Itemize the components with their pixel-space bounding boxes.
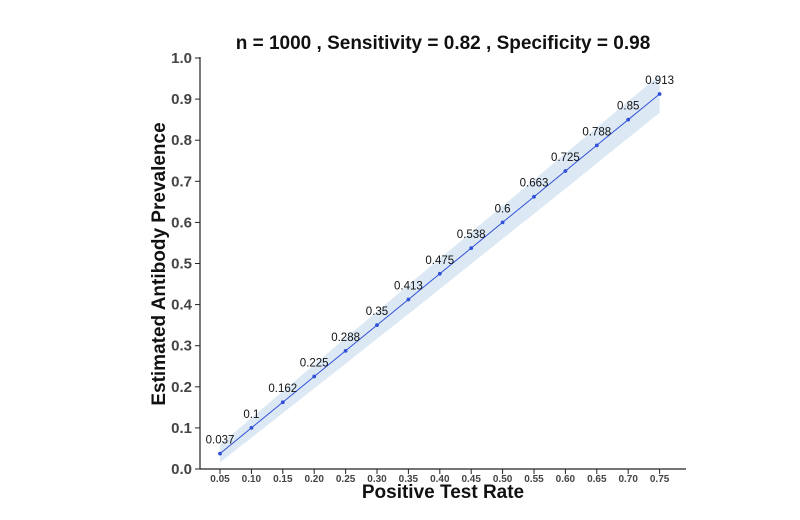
x-ticks: 0.05 0.10 0.15 0.20 0.25 0.30 0.35 0.40 0.45 0.50… xyxy=(210,469,670,485)
x-tick-label: 0.25 xyxy=(336,474,356,485)
data-point xyxy=(469,246,474,250)
data-point xyxy=(437,271,442,276)
data-label: 0.6 xyxy=(495,203,511,215)
data-point xyxy=(375,323,379,328)
data-point xyxy=(406,297,411,302)
data-label: 0.85 xyxy=(617,101,639,113)
data-point xyxy=(249,426,254,430)
y-tick-label: 0.6 xyxy=(171,214,192,231)
y-tick-label: 0.1 xyxy=(171,420,192,437)
x-tick-label: 0.75 xyxy=(650,474,670,485)
y-tick-label: 0.4 xyxy=(171,297,193,314)
y-tick-label: 0.0 xyxy=(171,461,192,478)
data-label: 0.413 xyxy=(394,280,423,292)
y-tick-label: 0.9 xyxy=(171,91,192,108)
data-point xyxy=(626,117,631,122)
x-tick-label: 0.65 xyxy=(587,474,607,485)
y-ticks: 0.0 0.1 0.2 0.3 0.4 0.5 0.6 0.7 0.8 0.9 1.0 xyxy=(171,50,200,478)
confidence-band xyxy=(220,75,660,463)
y-tick-label: 0.2 xyxy=(171,379,192,396)
x-tick-label: 0.40 xyxy=(430,474,450,485)
data-point xyxy=(218,451,222,456)
data-label: 0.475 xyxy=(425,255,454,267)
x-tick-label: 0.55 xyxy=(524,474,544,485)
data-label: 0.35 xyxy=(366,306,388,318)
y-tick-label: 0.3 xyxy=(171,338,192,355)
data-point xyxy=(563,169,568,173)
x-tick-label: 0.20 xyxy=(304,474,324,485)
x-tick-label: 0.35 xyxy=(399,474,419,485)
y-tick-label: 0.5 xyxy=(171,256,192,273)
x-tick-label: 0.70 xyxy=(618,474,638,485)
data-label: 0.225 xyxy=(300,358,329,370)
data-label: 0.788 xyxy=(582,126,611,138)
x-tick-label: 0.10 xyxy=(242,474,262,485)
y-tick-label: 0.7 xyxy=(171,173,192,190)
data-label: 0.162 xyxy=(268,383,297,395)
data-label: 0.725 xyxy=(551,152,580,164)
x-tick-label: 0.05 xyxy=(210,474,230,485)
y-axis-title: Estimated Antibody Prevalence xyxy=(149,122,170,405)
confidence-band-layer xyxy=(220,75,660,463)
data-point xyxy=(500,220,505,225)
data-point xyxy=(343,348,348,353)
data-label: 0.037 xyxy=(206,435,235,447)
y-tick-label: 1.0 xyxy=(171,50,192,67)
x-tick-label: 0.15 xyxy=(273,474,293,485)
data-label: 0.663 xyxy=(520,178,549,190)
x-axis-title: Positive Test Rate xyxy=(362,482,524,503)
data-points xyxy=(218,92,662,456)
data-labels: 0.037 0.1 0.162 0.225 0.288 0.35 0.413 0.475 0.5… xyxy=(206,75,674,447)
data-point xyxy=(532,194,536,199)
data-point xyxy=(312,374,317,379)
x-tick-label: 0.30 xyxy=(367,474,387,485)
data-point xyxy=(280,400,285,405)
data-label: 0.288 xyxy=(331,332,360,344)
data-label: 0.913 xyxy=(645,75,674,87)
x-tick-label: 0.50 xyxy=(493,474,513,485)
y-tick-label: 0.8 xyxy=(171,132,192,149)
data-label: 0.1 xyxy=(243,409,259,421)
data-point xyxy=(657,92,662,96)
data-point xyxy=(594,143,599,148)
x-tick-label: 0.60 xyxy=(556,474,576,485)
chart-title: n = 1000 , Sensitivity = 0.82 , Specific… xyxy=(236,33,651,54)
x-tick-label: 0.45 xyxy=(461,474,481,485)
data-label: 0.538 xyxy=(457,229,486,241)
